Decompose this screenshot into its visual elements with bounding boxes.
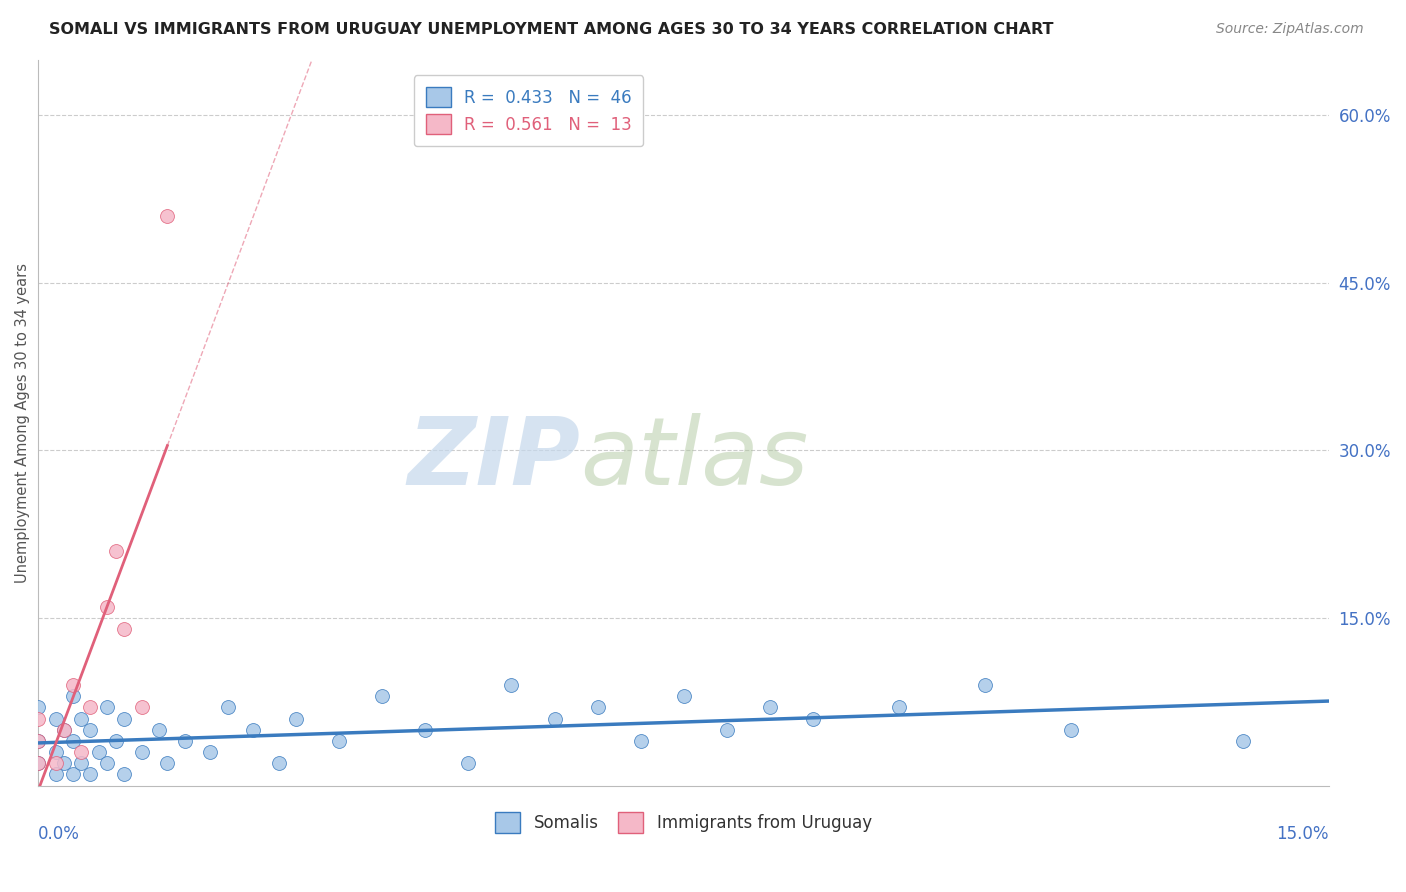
Text: Source: ZipAtlas.com: Source: ZipAtlas.com (1216, 22, 1364, 37)
Point (96, 756, 118, 771)
Point (45, 756, 67, 771)
Point (285, 712, 308, 726)
Point (62, 734, 84, 748)
Point (672, 689, 695, 703)
Point (70, 745, 93, 759)
Text: atlas: atlas (581, 413, 808, 504)
Y-axis label: Unemployment Among Ages 30 to 34 years: Unemployment Among Ages 30 to 34 years (15, 262, 30, 582)
Point (543, 712, 565, 726)
Point (173, 734, 195, 748)
Point (27, 734, 49, 748)
Point (96, 700, 118, 714)
Point (79, 723, 101, 737)
Point (457, 756, 479, 771)
Legend: Somalis, Immigrants from Uruguay: Somalis, Immigrants from Uruguay (485, 802, 882, 843)
Point (70, 712, 93, 726)
Point (27, 700, 49, 714)
Point (630, 734, 652, 748)
Point (156, 756, 179, 771)
Point (27, 756, 49, 771)
Point (112, 622, 135, 636)
Point (27, 734, 49, 748)
Point (758, 700, 780, 714)
Point (269, 756, 291, 771)
Point (716, 723, 738, 737)
Point (131, 700, 153, 714)
Point (53, 756, 76, 771)
Point (62, 678, 84, 692)
Point (801, 712, 824, 726)
Point (148, 723, 170, 737)
Point (112, 712, 135, 726)
Point (131, 745, 153, 759)
Point (501, 678, 523, 692)
Point (96, 599, 118, 614)
Point (45, 745, 67, 759)
Point (242, 723, 264, 737)
Point (27, 712, 49, 726)
Point (887, 700, 910, 714)
Point (586, 700, 609, 714)
Point (70, 756, 93, 771)
Point (45, 712, 67, 726)
Point (53, 723, 76, 737)
Point (27, 756, 49, 771)
Point (62, 689, 84, 703)
Point (415, 723, 437, 737)
Text: ZIP: ZIP (408, 413, 581, 505)
Point (45, 767, 67, 781)
Text: SOMALI VS IMMIGRANTS FROM URUGUAY UNEMPLOYMENT AMONG AGES 30 TO 34 YEARS CORRELA: SOMALI VS IMMIGRANTS FROM URUGUAY UNEMPL… (49, 22, 1053, 37)
Point (328, 734, 350, 748)
Point (62, 767, 84, 781)
Point (371, 689, 394, 703)
Point (79, 700, 101, 714)
Point (973, 678, 995, 692)
Point (87, 745, 110, 759)
Point (1232, 734, 1254, 748)
Point (1060, 723, 1083, 737)
Point (104, 544, 127, 558)
Text: 15.0%: 15.0% (1277, 825, 1329, 844)
Point (112, 767, 135, 781)
Point (156, 209, 179, 223)
Text: 0.0%: 0.0% (38, 825, 80, 844)
Point (104, 734, 127, 748)
Point (53, 723, 76, 737)
Point (217, 700, 239, 714)
Point (200, 745, 222, 759)
Point (79, 767, 101, 781)
